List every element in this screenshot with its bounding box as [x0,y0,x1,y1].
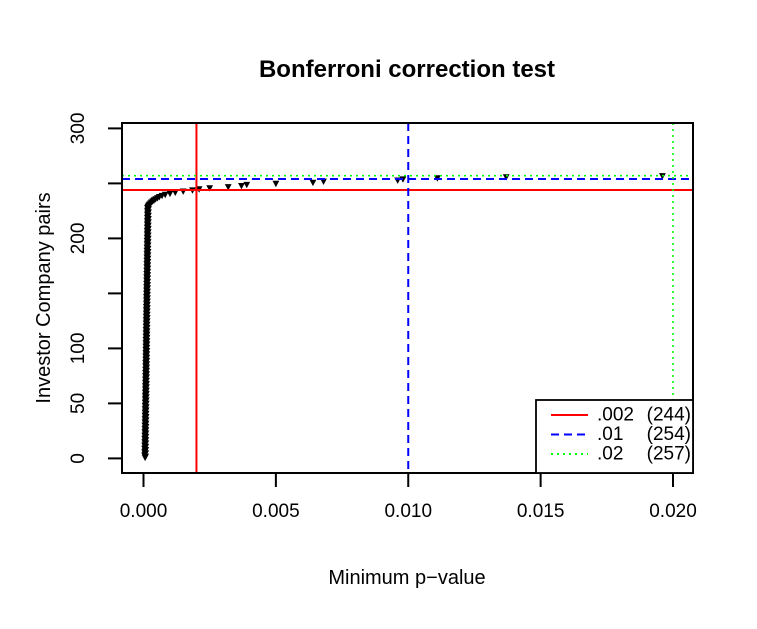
legend-box [535,399,694,474]
legend-entry-label: .02 [597,444,623,465]
x-tick-label: 0.000 [120,501,168,522]
legend-entry-count: (254) [647,424,691,445]
data-point [166,190,174,198]
threshold-lines [122,123,693,473]
x-axis-title: Minimum p−value [328,567,485,589]
data-point [238,183,245,190]
y-tick-label: 0 [68,453,89,464]
data-point [309,179,317,187]
legend-entry-count: (244) [647,405,691,426]
legend-entry-label: .002 [597,405,634,426]
y-tick-label: 200 [68,223,89,255]
axis-tick-labels: 0.000 0.005 0.010 0.015 0.020 0 50 100 200 300 [68,113,697,522]
legend-entry-count: (257) [647,444,691,465]
x-tick-label: 0.005 [252,501,300,522]
x-tick-label: 0.010 [384,501,432,522]
data-point [206,185,214,192]
y-tick-label: 50 [68,393,89,414]
data-point [272,180,280,188]
data-point [171,189,179,196]
legend: .002 (244) .01 (254) .02 (257) [535,399,694,474]
data-point [224,184,232,191]
data-point [320,178,327,185]
legend-entry-label: .01 [597,424,623,445]
chart-title: Bonferroni correction test [259,56,555,83]
y-axis-title: Investor Company pairs [33,192,55,403]
x-tick-label: 0.015 [517,501,565,522]
data-point [161,191,169,199]
y-tick-label: 300 [68,113,89,145]
x-tick-label: 0.020 [649,501,697,522]
data-point [243,181,251,189]
y-tick-label: 100 [68,333,89,365]
axis-ticks [108,127,674,487]
